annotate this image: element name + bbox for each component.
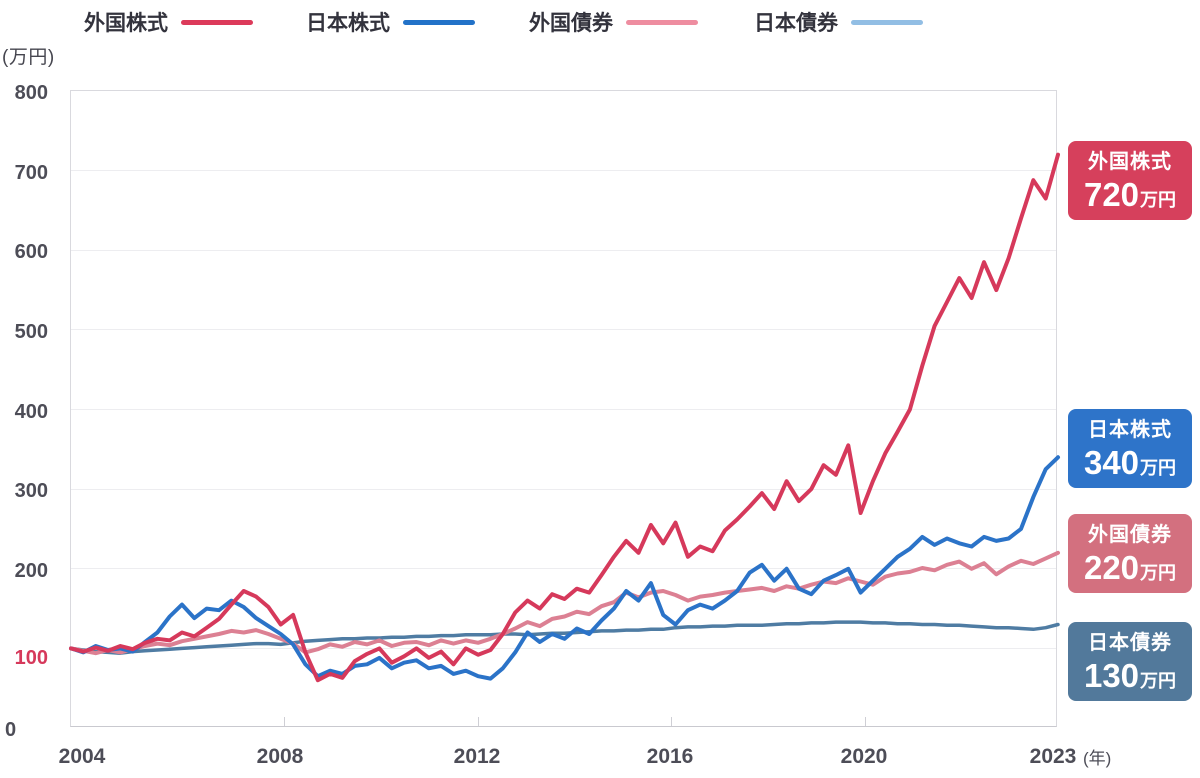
y-axis-label-700: 700 (14, 161, 48, 184)
badge-title: 外国債券 (1088, 524, 1172, 546)
badge-unit: 万円 (1140, 190, 1177, 210)
badge-unit: 万円 (1140, 563, 1177, 583)
y-axis-label-300: 300 (14, 480, 48, 503)
badge-value-row: 220 万円 (1084, 551, 1176, 584)
x-axis-tick-2 (671, 717, 672, 726)
badge-value: 720 (1083, 176, 1140, 213)
gridline-700 (71, 170, 1056, 172)
y-axis-unit-label: (万円) (2, 47, 55, 68)
value-badge-日本株式: 日本株式 340 万円 (1068, 409, 1192, 488)
chart-lines-canvas (69, 152, 1060, 683)
series-line-日本債券 (69, 620, 1060, 655)
gridline-600 (71, 249, 1056, 251)
x-axis-label-2012: 2012 (453, 745, 501, 768)
x-axis-tick-1 (478, 717, 479, 726)
legend-item-4: 日本債券 (754, 9, 923, 35)
badge-value: 130 (1083, 657, 1140, 694)
badge-value-row: 340 万円 (1084, 446, 1176, 479)
gridline-500 (71, 329, 1056, 331)
badge-value: 340 (1083, 444, 1140, 481)
y-axis-label-800: 800 (14, 82, 48, 104)
value-badge-外国債券: 外国債券 220 万円 (1068, 514, 1192, 593)
x-axis-tick-0 (284, 717, 285, 726)
x-axis-label-2023: 2023 (1029, 745, 1077, 768)
legend-item-1: 外国株式 (84, 9, 253, 35)
x-axis-label-2004: 2004 (58, 745, 106, 768)
legend-item-2: 日本株式 (306, 9, 475, 35)
badge-title: 日本債券 (1088, 632, 1172, 654)
y-axis-label-0: 0 (5, 719, 17, 741)
gridline-200 (71, 568, 1056, 570)
y-axis-label-100: 100 (14, 647, 48, 670)
x-axis-label-2020: 2020 (840, 745, 888, 768)
gridline-400 (71, 409, 1056, 410)
legend-item-3: 外国債券 (529, 9, 698, 35)
legend-line-swatch (626, 19, 698, 25)
y-axis-label-600: 600 (14, 241, 48, 264)
badge-title: 日本株式 (1088, 419, 1172, 441)
badge-value-row: 720 万円 (1084, 178, 1176, 211)
x-axis-label-2016: 2016 (646, 745, 694, 768)
x-axis-unit-label: (年) (1083, 749, 1112, 768)
y-axis-label-200: 200 (14, 559, 48, 582)
y-axis-label-500: 500 (14, 320, 48, 343)
legend-label: 日本債券 (754, 12, 838, 35)
badge-value-row: 130 万円 (1084, 659, 1176, 692)
legend-label: 外国株式 (84, 12, 168, 35)
x-axis-tick-3 (865, 717, 866, 726)
series-line-外国債券 (69, 550, 1060, 656)
x-axis-label-2008: 2008 (256, 745, 304, 768)
gridline-100 (71, 647, 1056, 649)
series-line-外国株式 (69, 152, 1060, 683)
legend-line-swatch (181, 19, 253, 25)
legend-line-swatch (403, 19, 475, 25)
gridline-300 (71, 488, 1056, 490)
legend-line-swatch (851, 19, 923, 25)
badge-title: 外国株式 (1088, 151, 1172, 173)
legend-label: 日本株式 (306, 12, 390, 35)
y-axis-label-400: 400 (14, 400, 48, 423)
badge-value: 220 (1083, 549, 1140, 586)
value-badge-日本債券: 日本債券 130 万円 (1068, 622, 1192, 701)
value-badge-外国株式: 外国株式 720 万円 (1068, 141, 1192, 220)
legend-label: 外国債券 (529, 12, 613, 35)
chart-plot-area (69, 90, 1060, 727)
badge-unit: 万円 (1140, 671, 1177, 691)
badge-unit: 万円 (1140, 458, 1177, 478)
